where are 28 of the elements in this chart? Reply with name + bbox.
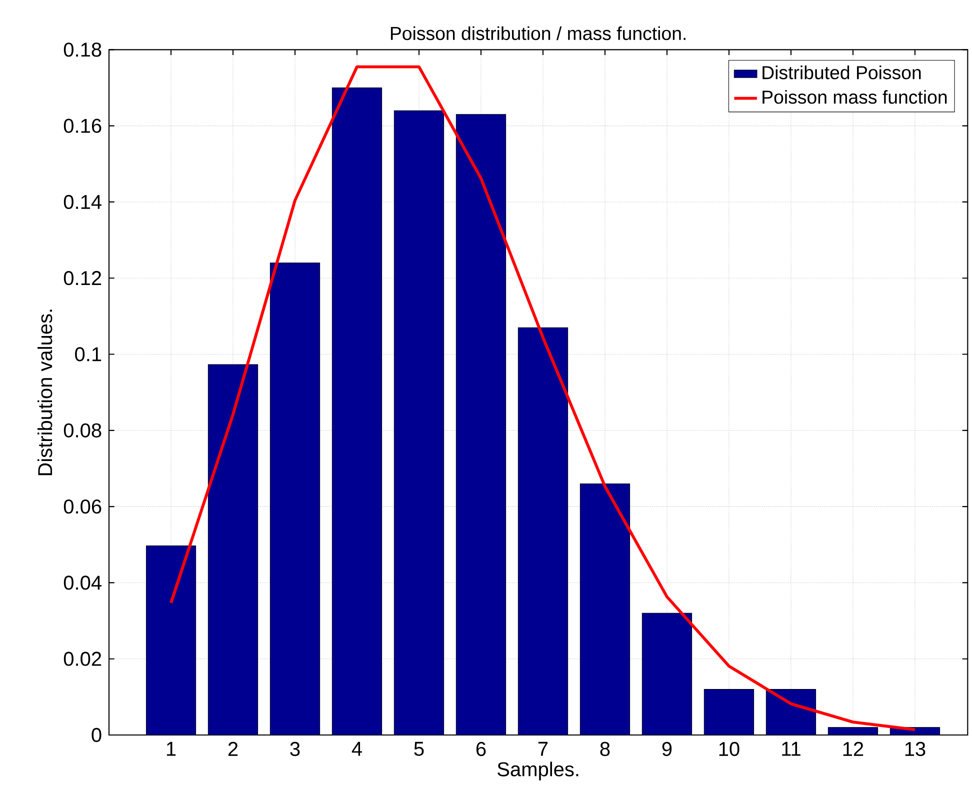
- legend-label: Poisson mass function: [762, 90, 947, 104]
- x-tick-label: 7: [538, 742, 548, 756]
- x-axis-title: Samples.: [498, 762, 578, 780]
- y-tick-label: 0.1: [75, 347, 102, 362]
- x-tick-label: 4: [352, 742, 362, 756]
- y-tick-label: 0.02: [64, 652, 102, 666]
- x-tick-label: 8: [600, 742, 610, 756]
- y-tick-label: 0.18: [64, 42, 102, 57]
- x-tick-label: 9: [662, 742, 672, 756]
- x-tick-label: 6: [476, 742, 486, 756]
- x-tick-label: 2: [228, 742, 238, 756]
- y-tick-label: 0.08: [64, 423, 102, 438]
- y-tick-label: 0.12: [64, 271, 102, 286]
- x-tick-label: 13: [905, 742, 926, 756]
- x-tick-label: 10: [719, 742, 740, 756]
- chart-title: Poisson distribution / mass function.: [390, 26, 686, 40]
- x-tick-label: 1: [166, 742, 176, 756]
- y-tick-label: 0.16: [64, 118, 102, 133]
- x-tick-label: 12: [843, 742, 864, 756]
- y-tick-label: 0.06: [64, 499, 102, 514]
- x-tick-label: 5: [414, 742, 424, 756]
- y-tick-label: 0.14: [64, 194, 102, 210]
- legend-label: Distributed Poisson: [762, 66, 921, 80]
- y-axis-title: Distribution values.: [38, 310, 52, 476]
- x-tick-label: 11: [782, 742, 800, 756]
- y-tick-label: 0: [92, 728, 102, 742]
- x-tick-label: 3: [290, 742, 300, 756]
- y-tick-label: 0.04: [64, 576, 102, 590]
